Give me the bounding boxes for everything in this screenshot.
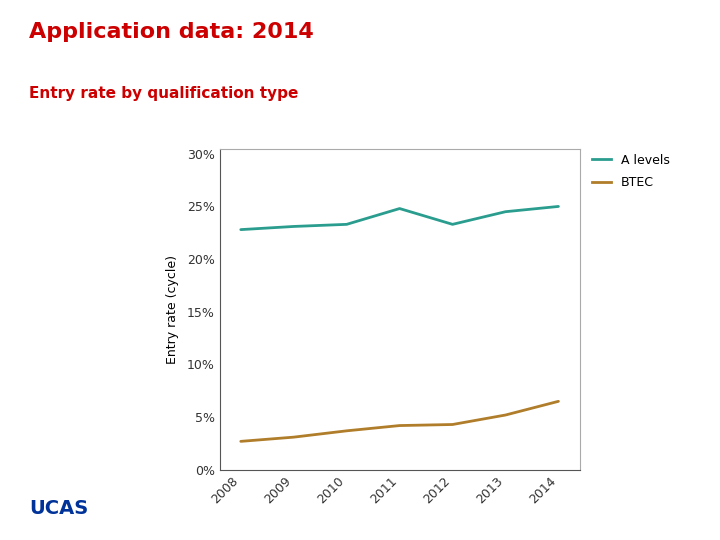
Y-axis label: Entry rate (cycle): Entry rate (cycle) — [166, 255, 179, 363]
Text: UCAS: UCAS — [29, 500, 88, 518]
Text: Application data: 2014: Application data: 2014 — [29, 22, 313, 42]
Text: Entry rate by qualification type: Entry rate by qualification type — [29, 86, 298, 102]
Legend: A levels, BTEC: A levels, BTEC — [587, 148, 675, 194]
